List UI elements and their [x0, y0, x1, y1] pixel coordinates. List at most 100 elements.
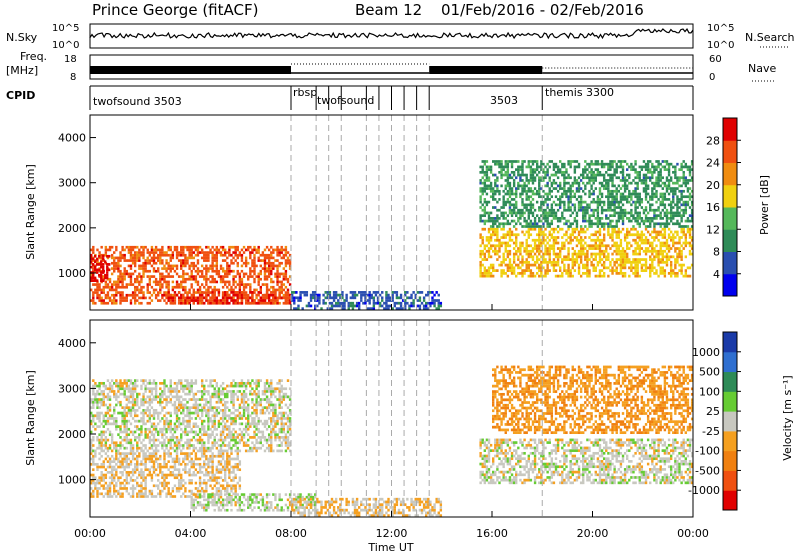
- colorbar-bin: [723, 274, 737, 297]
- heatmap-cell: [105, 283, 107, 286]
- heatmap-cell: [226, 265, 228, 268]
- heatmap-cell: [151, 286, 153, 289]
- heatmap-cell: [630, 168, 632, 171]
- heatmap-cell: [163, 482, 165, 485]
- heatmap-cell: [124, 297, 126, 300]
- heatmap-cell: [588, 236, 590, 239]
- heatmap-cell: [203, 452, 205, 455]
- heatmap-cell: [517, 174, 519, 177]
- heatmap-cell: [174, 299, 176, 302]
- heatmap-cell: [584, 242, 586, 245]
- heatmap-cell: [167, 492, 169, 495]
- heatmap-cell: [685, 176, 687, 179]
- heatmap-cell: [645, 214, 647, 217]
- heatmap-cell: [203, 495, 205, 498]
- heatmap-cell: [588, 182, 590, 185]
- heatmap-cell: [507, 201, 509, 204]
- heatmap-cell: [228, 281, 230, 284]
- heatmap-cell: [92, 476, 94, 479]
- heatmap-cell: [544, 185, 546, 188]
- heatmap-cell: [559, 206, 561, 209]
- heatmap-cell: [147, 289, 149, 292]
- heatmap-cell: [287, 251, 289, 254]
- heatmap-cell: [285, 299, 287, 302]
- heatmap-cell: [283, 296, 285, 299]
- heatmap-cell: [618, 176, 620, 179]
- heatmap-cell: [92, 414, 94, 417]
- heatmap-cell: [216, 471, 218, 474]
- heatmap-cell: [237, 452, 239, 455]
- heatmap-cell: [161, 262, 163, 265]
- heatmap-cell: [159, 273, 161, 276]
- heatmap-cell: [431, 299, 433, 302]
- heatmap-cell: [645, 182, 647, 185]
- heatmap-cell: [526, 198, 528, 201]
- heatmap-cell: [205, 490, 207, 493]
- heatmap-cell: [253, 302, 255, 305]
- heatmap-cell: [609, 176, 611, 179]
- heatmap-cell: [237, 254, 239, 257]
- heatmap-cell: [96, 390, 98, 393]
- heatmap-cell: [174, 246, 176, 249]
- heatmap-cell: [616, 198, 618, 201]
- heatmap-cell: [576, 244, 578, 247]
- heatmap-cell: [119, 259, 121, 262]
- heatmap-cell: [620, 244, 622, 247]
- heatmap-cell: [546, 269, 548, 272]
- heatmap-cell: [488, 176, 490, 179]
- heatmap-cell: [557, 220, 559, 223]
- heatmap-cell: [565, 222, 567, 225]
- heatmap-cell: [174, 495, 176, 498]
- heatmap-cell: [117, 278, 119, 281]
- heatmap-cell: [214, 278, 216, 281]
- heatmap-cell: [161, 490, 163, 493]
- heatmap-cell: [161, 251, 163, 254]
- heatmap-cell: [209, 479, 211, 482]
- heatmap-cell: [647, 168, 649, 171]
- heatmap-cell: [149, 455, 151, 458]
- heatmap-cell: [653, 266, 655, 269]
- heatmap-cell: [180, 495, 182, 498]
- heatmap-cell: [507, 193, 509, 196]
- heatmap-cell: [492, 275, 494, 278]
- heatmap-cell: [237, 246, 239, 249]
- heatmap-cell: [496, 258, 498, 261]
- heatmap-cell: [488, 269, 490, 272]
- heatmap-cell: [639, 261, 641, 264]
- heatmap-cell: [318, 299, 320, 302]
- heatmap-cell: [191, 474, 193, 477]
- heatmap-cell: [255, 251, 257, 254]
- heatmap-cell: [630, 195, 632, 198]
- heatmap-cell: [636, 242, 638, 245]
- heatmap-cell: [333, 294, 335, 297]
- heatmap-cell: [281, 289, 283, 292]
- heatmap-cell: [115, 246, 117, 249]
- heatmap-cell: [624, 275, 626, 278]
- heatmap-cell: [251, 299, 253, 302]
- heatmap-cell: [668, 217, 670, 220]
- heatmap-cell: [567, 187, 569, 190]
- heatmap-cell: [232, 281, 234, 284]
- heatmap-cell: [490, 190, 492, 193]
- nsky-tick-high: 10^5: [52, 23, 79, 34]
- heatmap-cell: [98, 439, 100, 442]
- heatmap-cell: [601, 242, 603, 245]
- heatmap-cell: [628, 242, 630, 245]
- heatmap-cell: [572, 261, 574, 264]
- heatmap-cell: [270, 299, 272, 302]
- heatmap-cell: [561, 201, 563, 204]
- heatmap-cell: [111, 254, 113, 257]
- heatmap-cell: [515, 190, 517, 193]
- heatmap-cell: [98, 452, 100, 455]
- heatmap-cell: [634, 182, 636, 185]
- heatmap-cell: [134, 452, 136, 455]
- heatmap-cell: [103, 476, 105, 479]
- heatmap-cell: [645, 242, 647, 245]
- heatmap-cell: [683, 190, 685, 193]
- heatmap-cell: [630, 269, 632, 272]
- heatmap-cell: [92, 390, 94, 393]
- heatmap-cell: [276, 302, 278, 305]
- heatmap-cell: [396, 296, 398, 299]
- heatmap-cell: [121, 492, 123, 495]
- heatmap-cell: [634, 242, 636, 245]
